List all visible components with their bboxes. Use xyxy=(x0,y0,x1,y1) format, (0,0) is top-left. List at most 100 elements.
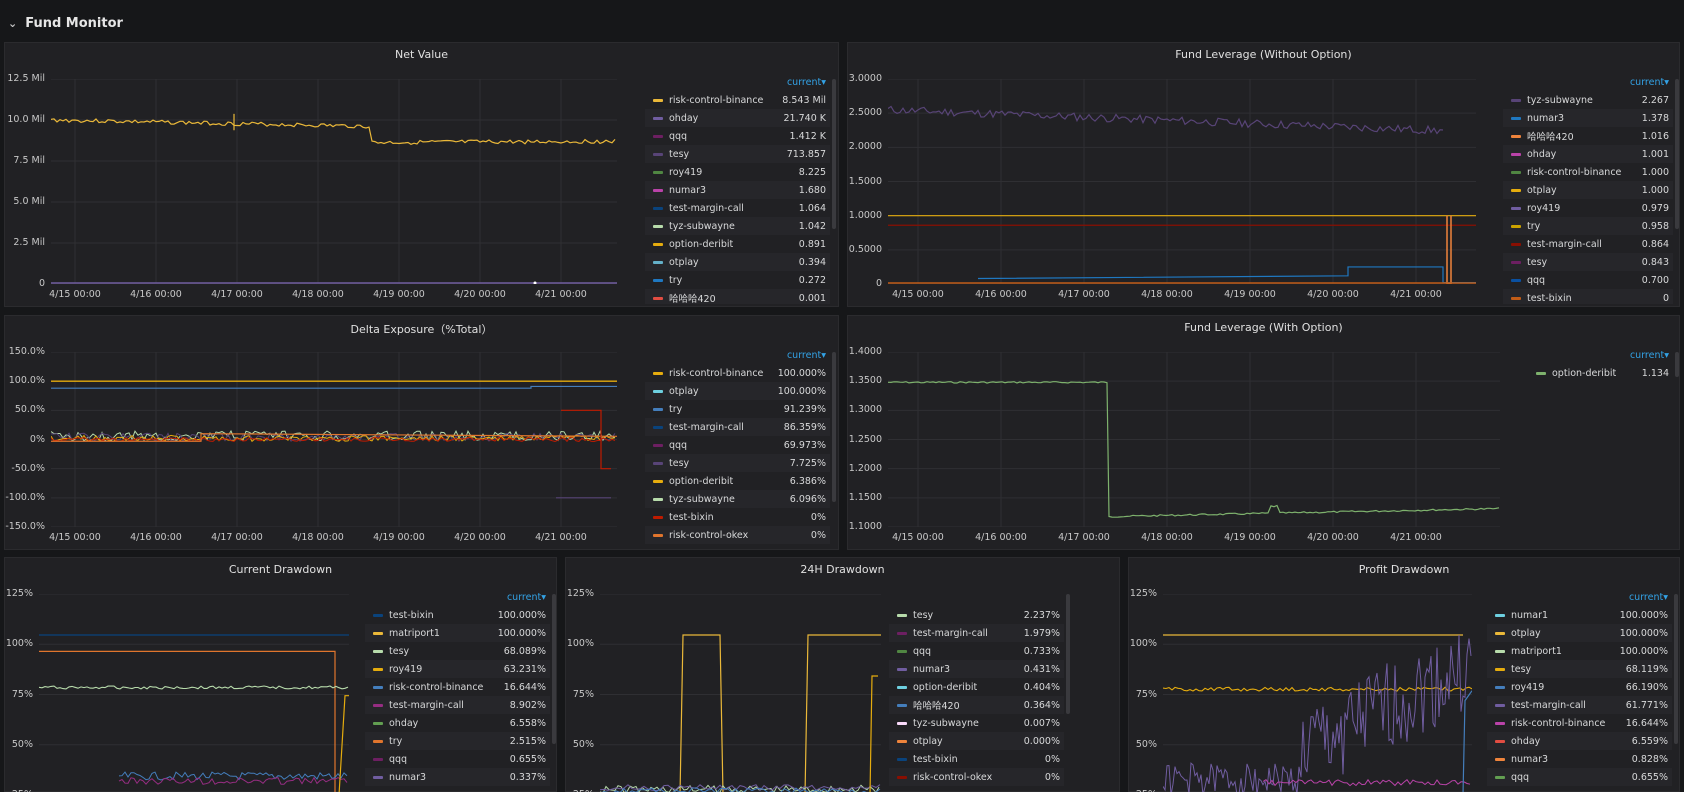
legend-item[interactable]: qqq 0.733% xyxy=(889,642,1064,660)
legend-item[interactable]: try 2.515% xyxy=(365,732,550,750)
series-swatch xyxy=(1495,703,1505,707)
legend-item[interactable]: roy419 0.979 xyxy=(1503,199,1673,217)
legend-item[interactable]: tyz-subwayne 0.007% xyxy=(889,714,1064,732)
legend-item[interactable]: tyz-subwayne 1.042 xyxy=(645,217,830,235)
legend-item[interactable]: test-bixin 0 xyxy=(1503,289,1673,304)
graph-plot[interactable] xyxy=(888,352,1500,527)
legend-item[interactable]: numar3 1.378 xyxy=(1503,109,1673,127)
legend-item[interactable]: otplay 0.000% xyxy=(889,732,1064,750)
legend-item[interactable]: otplay 1.000 xyxy=(1503,181,1673,199)
legend-item[interactable]: qqq 1.412 K xyxy=(645,127,830,145)
legend-series-value: 0% xyxy=(1044,753,1060,765)
legend-item[interactable]: risk-control-binance 8.543 Mil xyxy=(645,91,830,109)
legend-scrollbar[interactable] xyxy=(1674,594,1678,744)
legend-item[interactable]: try 91.239% xyxy=(645,400,830,418)
legend-item[interactable]: test-margin-call 8.902% xyxy=(365,696,550,714)
legend-item[interactable]: test-margin-call 61.771% xyxy=(1487,696,1672,714)
graph-plot[interactable] xyxy=(600,594,881,792)
graph-plot[interactable] xyxy=(51,79,617,284)
legend-item[interactable]: qqq 0.655% xyxy=(1487,768,1672,786)
legend-series-name: tesy xyxy=(669,148,690,160)
legend-item[interactable]: otplay 100.000% xyxy=(1487,624,1672,642)
legend-scrollbar[interactable] xyxy=(1066,594,1070,714)
legend-item[interactable]: test-margin-call 0.864 xyxy=(1503,235,1673,253)
legend-item[interactable]: try 0.958 xyxy=(1503,217,1673,235)
y-tick-label: 2.0000 xyxy=(848,141,882,153)
legend-item[interactable]: roy419 63.231% xyxy=(365,660,550,678)
legend-sort-current[interactable]: current▾ xyxy=(786,77,826,88)
legend-item[interactable]: 哈哈哈420 0.001 xyxy=(645,289,830,304)
legend-item[interactable]: test-margin-call 86.359% xyxy=(645,418,830,436)
legend-item[interactable]: matriport1 100.000% xyxy=(365,624,550,642)
legend-item[interactable]: risk-control-okex 0% xyxy=(645,526,830,544)
legend-item[interactable]: test-margin-call 1.064 xyxy=(645,199,830,217)
legend-item[interactable]: qqq 0.655% xyxy=(365,750,550,768)
legend-series-value: 0.337% xyxy=(509,771,546,783)
legend-item[interactable]: ohday 6.558% xyxy=(365,714,550,732)
legend-item[interactable]: option-deribit 6.386% xyxy=(645,472,830,490)
legend-item[interactable]: tyz-subwayne 6.096% xyxy=(645,490,830,508)
graph-plot[interactable] xyxy=(1163,594,1472,792)
legend-item[interactable]: option-deribit 0.404% xyxy=(889,678,1064,696)
legend-sort-current[interactable]: current▾ xyxy=(1629,77,1669,88)
legend-item[interactable]: tesy 2.237% xyxy=(889,606,1064,624)
legend-item[interactable]: test-margin-call 1.979% xyxy=(889,624,1064,642)
legend-item[interactable]: matriport1 100.000% xyxy=(1487,642,1672,660)
legend-item[interactable]: roy419 66.190% xyxy=(1487,678,1672,696)
legend-item[interactable]: tyz-subwayne 2.267 xyxy=(1503,91,1673,109)
legend-item[interactable]: numar3 0.337% xyxy=(365,768,550,786)
legend-item[interactable]: otplay 100.000% xyxy=(645,382,830,400)
legend-item[interactable]: 哈哈哈420 1.016 xyxy=(1503,127,1673,145)
legend-item[interactable]: ohday 6.559% xyxy=(1487,732,1672,750)
legend-item[interactable]: tesy 68.119% xyxy=(1487,660,1672,678)
legend-item[interactable]: numar1 100.000% xyxy=(1487,606,1672,624)
legend-series-name: test-margin-call xyxy=(1527,238,1602,250)
legend-sort-current[interactable]: current▾ xyxy=(506,592,546,603)
legend-sort-current[interactable]: current▾ xyxy=(1629,350,1669,361)
legend-series-value: 21.740 K xyxy=(783,112,827,124)
legend-scrollbar[interactable] xyxy=(832,79,836,229)
legend-item[interactable]: ohday 21.740 K xyxy=(645,109,830,127)
legend-item[interactable]: risk-control-binance 16.644% xyxy=(365,678,550,696)
legend-sort-current[interactable] xyxy=(889,592,1064,606)
legend-item[interactable]: risk-control-okex 0% xyxy=(889,768,1064,786)
legend-item[interactable]: risk-control-binance 1.000 xyxy=(1503,163,1673,181)
legend-item[interactable]: tesy 68.089% xyxy=(365,642,550,660)
legend-scrollbar[interactable] xyxy=(552,594,556,744)
legend-item[interactable]: numar10% xyxy=(889,786,1064,789)
legend-item[interactable]: otplay 0.394 xyxy=(645,253,830,271)
legend-sort-current[interactable]: current▾ xyxy=(1628,592,1668,603)
legend-series-value: 1.000 xyxy=(1641,166,1669,178)
legend-item[interactable]: test-bixin 0% xyxy=(889,750,1064,768)
legend-item[interactable]: 哈哈哈420 0.364% xyxy=(889,696,1064,714)
legend-sort-current[interactable]: current▾ xyxy=(786,350,826,361)
legend-item[interactable]: ohday 1.001 xyxy=(1503,145,1673,163)
chevron-down-icon[interactable]: ⌄ xyxy=(8,16,18,30)
legend-scrollbar[interactable] xyxy=(1675,79,1679,229)
legend-scrollbar[interactable] xyxy=(1675,352,1679,377)
legend-item[interactable]: test-bixin 100.000% xyxy=(365,606,550,624)
row-header[interactable]: ⌄ Fund Monitor xyxy=(8,10,123,36)
legend-item[interactable]: qqq 69.973% xyxy=(645,436,830,454)
legend-item[interactable]: roy419 8.225 xyxy=(645,163,830,181)
graph-plot[interactable] xyxy=(888,79,1476,284)
legend-item[interactable]: tesy 713.857 xyxy=(645,145,830,163)
legend-item[interactable]: try 0.272 xyxy=(645,271,830,289)
legend-item[interactable]: option-deribit 0.891 xyxy=(645,235,830,253)
legend-item[interactable]: tesy 7.725% xyxy=(645,454,830,472)
legend-item[interactable]: test-bixin 0% xyxy=(645,508,830,526)
legend-scrollbar[interactable] xyxy=(832,352,836,502)
legend-item[interactable]: risk-control-binance 16.644% xyxy=(1487,714,1672,732)
legend-item[interactable]: option-deribit 1.134 xyxy=(1528,364,1673,382)
graph-plot[interactable] xyxy=(39,594,349,792)
graph-plot[interactable] xyxy=(51,352,617,527)
panel-current-drawdown: Current Drawdown 125%100%75%50%25%curren… xyxy=(4,557,557,792)
legend-item[interactable]: numar3 0.431% xyxy=(889,660,1064,678)
legend-item[interactable]: numar3 0.828% xyxy=(1487,750,1672,768)
legend-item[interactable]: tesy 0.843 xyxy=(1503,253,1673,271)
legend-item[interactable]: risk-control-binance 100.000% xyxy=(645,364,830,382)
legend-item[interactable]: qqq 0.700 xyxy=(1503,271,1673,289)
legend-item[interactable]: numar3 1.680 xyxy=(645,181,830,199)
series-swatch xyxy=(897,631,907,635)
series-swatch xyxy=(653,515,663,519)
